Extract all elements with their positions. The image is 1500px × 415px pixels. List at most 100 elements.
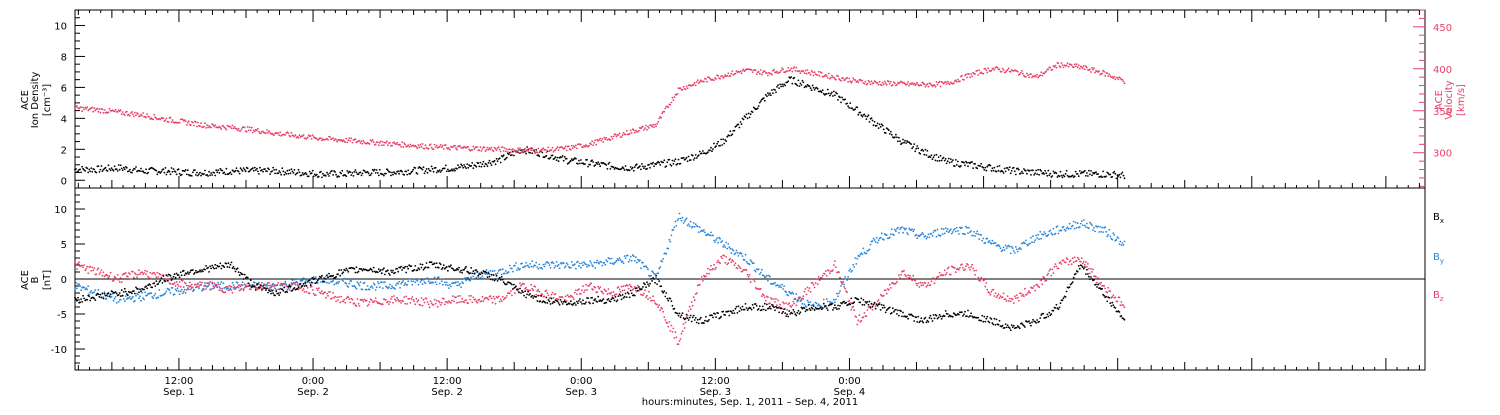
data-point-velocity	[81, 110, 83, 112]
data-point-velocity	[594, 139, 596, 141]
data-point-density	[178, 168, 180, 170]
data-point-density	[561, 157, 563, 159]
data-point-velocity	[428, 148, 430, 150]
data-point-density	[272, 167, 274, 169]
data-point-velocity	[771, 74, 773, 76]
data-point-density	[129, 169, 131, 171]
data-point-bz	[735, 262, 737, 264]
data-point-velocity	[680, 87, 682, 89]
data-point-bz	[573, 298, 575, 300]
data-point-velocity	[1041, 75, 1043, 77]
data-point-bx	[157, 283, 159, 285]
data-point-density	[506, 157, 508, 159]
data-point-density	[1021, 171, 1023, 173]
data-point-by	[371, 285, 373, 287]
data-point-density	[905, 142, 907, 144]
data-point-bz	[175, 285, 177, 287]
data-point-density	[1049, 173, 1051, 175]
data-point-by	[153, 295, 155, 297]
data-point-velocity	[813, 75, 815, 77]
data-point-density	[564, 156, 566, 158]
data-point-by	[1098, 231, 1100, 233]
data-point-by	[435, 281, 437, 283]
data-point-density	[610, 168, 612, 170]
data-point-velocity	[629, 133, 631, 135]
data-point-density	[268, 169, 270, 171]
data-point-by	[221, 288, 223, 290]
data-point-by	[839, 290, 841, 292]
data-point-bz	[631, 286, 633, 288]
data-point-density	[770, 94, 772, 96]
data-point-density	[108, 164, 110, 166]
data-point-velocity	[551, 149, 553, 151]
data-point-density	[646, 168, 648, 170]
data-point-by	[956, 227, 958, 229]
data-point-density	[778, 87, 780, 89]
data-point-density	[927, 150, 929, 152]
data-point-density	[422, 169, 424, 171]
data-point-velocity	[805, 70, 807, 72]
data-point-velocity	[871, 80, 873, 82]
data-point-by	[1043, 231, 1045, 233]
data-point-velocity	[257, 128, 259, 130]
data-point-density	[1064, 176, 1066, 178]
data-point-bz	[1065, 261, 1067, 263]
data-point-density	[483, 161, 485, 163]
data-point-bz	[505, 297, 507, 299]
data-point-velocity	[482, 148, 484, 150]
data-point-density	[417, 173, 419, 175]
data-point-velocity	[85, 108, 87, 110]
data-point-by	[114, 298, 116, 300]
data-point-by	[104, 291, 106, 293]
data-point-bz	[653, 300, 655, 302]
data-point-bz	[954, 267, 956, 269]
data-point-bx	[442, 267, 444, 269]
data-point-density	[793, 77, 795, 79]
data-point-bz	[1045, 280, 1047, 282]
data-point-density	[776, 86, 778, 88]
data-point-bz	[857, 319, 859, 321]
data-point-bx	[122, 295, 124, 297]
data-point-velocity	[807, 69, 809, 71]
data-point-velocity	[1025, 76, 1027, 78]
data-point-by	[125, 295, 127, 297]
data-point-by	[76, 288, 78, 290]
data-point-velocity	[598, 139, 600, 141]
data-point-bz	[324, 291, 326, 293]
data-point-bx	[227, 266, 229, 268]
data-point-by	[115, 296, 117, 298]
data-point-bx	[146, 287, 148, 289]
data-point-velocity	[442, 145, 444, 147]
data-point-bx	[354, 268, 356, 270]
data-point-velocity	[644, 127, 646, 129]
data-point-bz	[531, 288, 533, 290]
data-point-bx	[83, 298, 85, 300]
data-point-by	[1014, 252, 1016, 254]
data-point-by	[266, 283, 268, 285]
data-point-bz	[648, 291, 650, 293]
data-point-bz	[664, 319, 666, 321]
data-point-bz	[1082, 263, 1084, 265]
data-point-density	[771, 89, 773, 91]
data-point-bz	[326, 293, 328, 295]
data-point-density	[500, 162, 502, 164]
data-point-by	[859, 254, 861, 256]
data-point-density	[1047, 170, 1049, 172]
data-point-bx	[422, 264, 424, 266]
data-point-velocity	[835, 79, 837, 81]
data-point-by	[1089, 222, 1091, 224]
data-point-velocity	[794, 70, 796, 72]
data-point-bx	[316, 281, 318, 283]
data-point-density	[840, 102, 842, 104]
data-point-by	[537, 268, 539, 270]
data-point-by	[571, 261, 573, 263]
data-point-bx	[213, 268, 215, 270]
data-point-by	[945, 227, 947, 229]
data-point-density	[796, 85, 798, 87]
data-point-density	[947, 160, 949, 162]
data-point-by	[358, 283, 360, 285]
data-point-density	[87, 172, 89, 174]
data-point-by	[326, 282, 328, 284]
data-point-bx	[358, 271, 360, 273]
